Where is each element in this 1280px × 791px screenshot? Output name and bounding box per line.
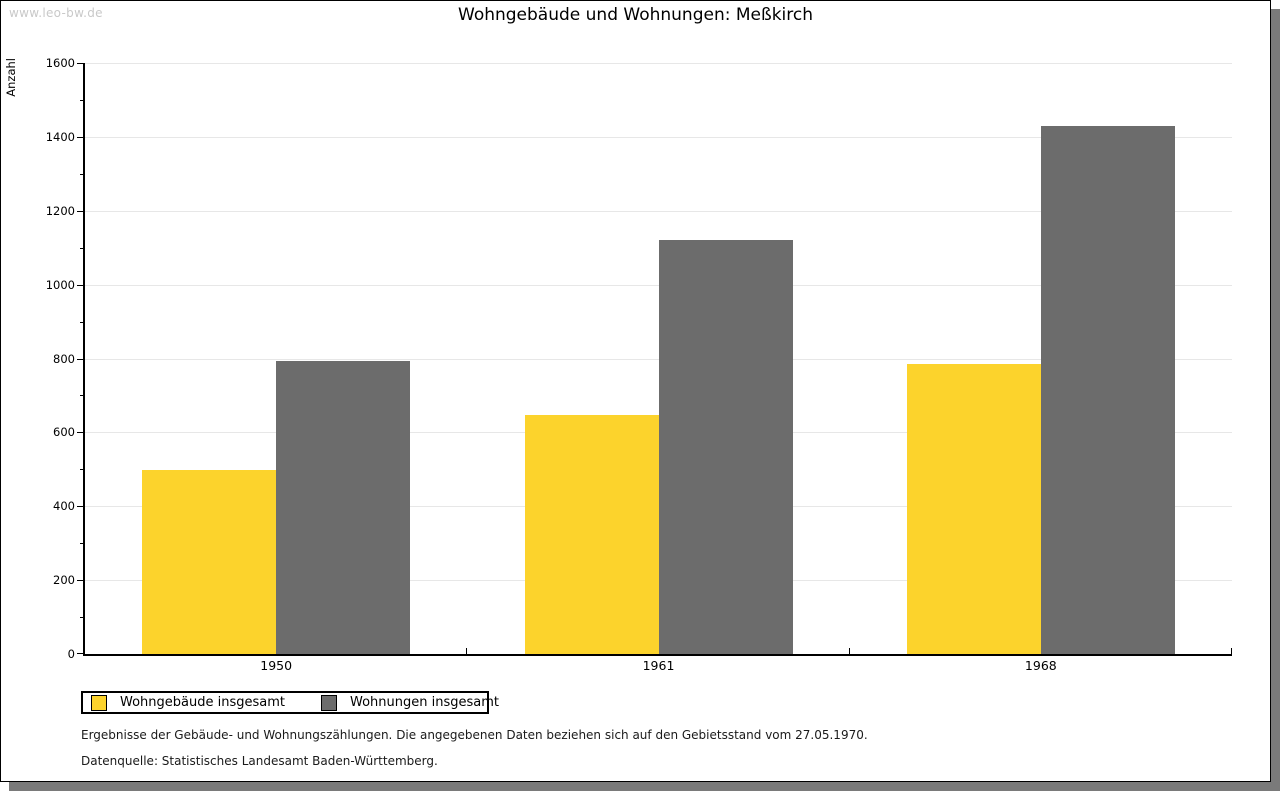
gridline (85, 63, 1232, 64)
y-axis-major-tick (77, 506, 83, 508)
y-axis-major-tick (77, 358, 83, 360)
bar-wohngebaeude-1950 (142, 470, 277, 654)
legend-item-wohnungen: Wohnungen insgesamt (321, 694, 499, 711)
watermark: www.leo-bw.de (9, 6, 103, 20)
footnote-line1: Ergebnisse der Gebäude- und Wohnungszähl… (81, 728, 868, 742)
footnote-line2: Datenquelle: Statistisches Landesamt Bad… (81, 754, 438, 768)
bar-wohnungen-1961 (658, 239, 793, 654)
y-axis-major-tick (77, 136, 83, 138)
legend: Wohngebäude insgesamt Wohnungen insgesam… (81, 691, 499, 714)
legend-label-wohnungen: Wohnungen insgesamt (350, 695, 499, 710)
legend-item-wohngebaeude: Wohngebäude insgesamt (91, 694, 285, 711)
y-axis-minor-tick (80, 173, 83, 175)
y-tick-label: 600 (53, 425, 75, 440)
y-axis-minor-tick (80, 321, 83, 323)
y-axis-minor-tick (80, 99, 83, 101)
y-axis-major-tick (77, 210, 83, 212)
legend-swatch-yellow (91, 694, 107, 711)
x-axis-boundary-tick (1231, 648, 1232, 654)
bar-wohngebaeude-1968 (906, 363, 1041, 654)
y-axis-major-tick (77, 432, 83, 434)
y-axis-major-tick (77, 284, 83, 286)
y-tick-label: 1600 (45, 56, 75, 70)
y-tick-label: 1200 (45, 203, 75, 218)
bar-wohngebaeude-1961 (524, 414, 659, 654)
x-axis-boundary-tick (466, 648, 468, 654)
y-tick-label: 200 (53, 573, 75, 588)
y-axis-major-tick (77, 580, 83, 582)
x-tick-label: 1968 (1024, 658, 1057, 673)
bar-wohnungen-1968 (1040, 125, 1175, 654)
gridline (85, 136, 1232, 138)
bar-wohnungen-1950 (276, 361, 411, 654)
y-axis-minor-tick (80, 247, 83, 249)
legend-label-wohngebaeude: Wohngebäude insgesamt (120, 695, 285, 710)
x-tick-label: 1961 (642, 658, 675, 673)
footnotes: Ergebnisse der Gebäude- und Wohnungszähl… (81, 728, 868, 780)
plot-area (77, 63, 1232, 656)
y-axis-major-tick (77, 653, 83, 654)
legend-swatch-gray (321, 694, 337, 711)
y-axis-minor-tick (80, 469, 83, 471)
chart-title: Wohngebäude und Wohnungen: Meßkirch (458, 5, 813, 25)
y-tick-label: 1000 (45, 277, 75, 292)
y-axis-minor-tick (80, 395, 83, 397)
y-axis-minor-tick (80, 543, 83, 545)
y-tick-label: 1400 (45, 129, 75, 144)
y-tick-label: 0 (67, 647, 75, 661)
gridline (85, 210, 1232, 212)
x-tick-label: 1950 (260, 658, 293, 673)
y-tick-label: 800 (53, 351, 75, 366)
y-axis-major-tick (77, 63, 83, 64)
y-tick-label: 400 (53, 499, 75, 514)
x-axis-boundary-tick (848, 648, 850, 654)
y-axis-minor-tick (80, 617, 83, 619)
